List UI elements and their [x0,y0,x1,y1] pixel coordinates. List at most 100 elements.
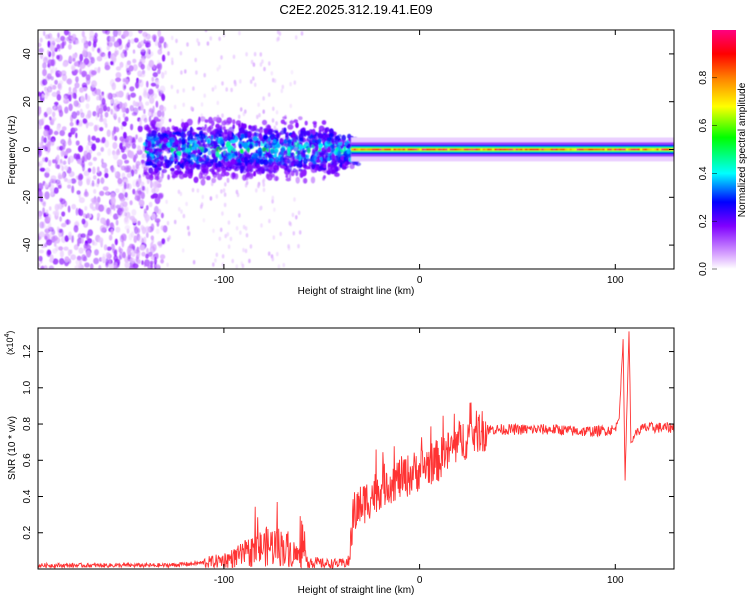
spectrogram-cell [126,247,132,256]
spectrogram-cell [57,83,62,89]
spectrogram-cell [98,50,103,57]
spectrogram-cell [156,63,161,69]
spectrogram-cell [49,254,54,262]
spectrogram-cell [85,103,90,109]
spectrogram-cell [124,192,128,198]
spectrogram-cell [42,62,47,69]
spectrogram-cell [149,51,154,57]
spectrogram-cell [208,116,213,124]
spectrogram-cell [123,30,129,38]
spectrogram-cell [79,62,83,71]
spectrogram-cell [104,139,110,148]
spectrogram-cell [146,136,151,141]
spectrogram-cell [150,223,155,232]
spectrogram-cell [77,122,83,128]
spectrogram-cell [64,150,69,156]
spectrogram-cell [355,162,362,167]
snr-x-tick-label: -100 [214,575,234,586]
spectrogram-cell [560,148,563,151]
spectrogram-cell [62,143,66,150]
spectrogram-cell [249,156,255,164]
spectrogram-cell [87,110,92,119]
figure-title: C2E2.2025.312.19.41.E09 [279,2,432,17]
spectrogram-cell [145,42,151,48]
spectrogram-cell [165,199,168,204]
spectrogram-cell [158,139,162,144]
colorbar-tick-label: 0.0 [698,262,709,276]
spectrogram-cell [85,94,91,103]
spectrogram-cell [239,166,245,171]
spectrogram-cell [144,152,147,161]
spectrogram-cell [628,148,631,151]
spectrogram-cell [38,142,41,147]
spectrogram-cell [188,132,194,139]
spectrogram-cell [268,128,273,135]
spectrogram-cell [102,186,109,191]
spectrogram-cell [115,77,122,83]
spectrogram-cell [120,200,125,205]
spectrogram-cell [148,167,154,174]
spectrogram-cell [154,256,157,265]
spectrogram-cell [96,178,100,185]
spectrogram-cell [64,106,69,114]
spectrogram-cell [104,111,109,118]
spectrogram-cell [279,137,284,143]
spectrogram-cell [158,156,164,160]
spectrogram-cell [283,127,287,135]
spectrogram-cell [44,147,48,152]
spectrogram-cell [271,118,275,123]
spectrogram-cell [334,172,340,177]
spectrogram-cell [266,174,273,181]
spectrogram-cell [300,129,304,136]
spectrogram-cell [93,189,97,194]
spectrogram-cell [139,118,143,127]
spectrogram-cell [262,135,268,140]
spectrogram-cell [92,111,97,117]
spectrogram-cell [218,36,221,41]
spectrogram-cell [651,148,655,151]
spectrogram-cell [92,41,97,48]
spectrogram-cells [38,30,674,269]
spectrogram-cell [324,127,328,134]
spectrogram-cell [272,106,275,112]
spectrogram-cell [238,213,241,218]
spectrogram-cell [131,243,135,250]
spectrogram-cell [64,235,69,243]
spectrogram-cell [81,70,87,77]
spectrogram-cell [106,45,111,51]
spectrogram-cell [43,265,48,269]
spectrogram-cell [242,142,248,149]
spectrogram-cell [239,230,242,235]
spectrogram-cell [312,155,318,161]
spectrogram-cell [267,161,271,168]
spectrogram-cell [78,247,84,254]
spectrogram-cell [56,226,60,232]
spectrogram-cell [639,148,643,151]
spectrogram-cell [169,154,174,160]
spectrogram-cell [289,103,293,109]
spectrogram-cell [155,83,159,89]
spectrogram-cell [110,98,114,104]
spectrogram-cell [103,244,108,251]
spectrogram-cell [191,146,196,151]
spectrogram-cell [282,262,286,268]
spectrogram-cell [546,148,549,151]
spectrogram-cell [154,167,159,174]
spectrogram-cell [263,66,266,72]
spectrogram-cell [47,40,51,48]
spectrogram-cell [285,174,289,178]
spectrogram-cell [52,159,57,164]
spectrogram-cell [663,148,666,151]
spectrogram-cell [543,148,547,151]
spectrogram-cell [44,34,51,40]
snr-y-tick-label: 0.4 [22,489,33,503]
spectrogram-cell [343,165,349,169]
spectrogram-cell [235,226,239,231]
spectrogram-cell [522,148,525,151]
spectrogram-cell [175,139,179,145]
spectrogram-cell [185,161,189,166]
spectrogram-cell [86,152,92,161]
spectrogram-cell [200,102,204,107]
spectrogram-cell [86,212,90,219]
spectrogram-cell [145,101,150,106]
